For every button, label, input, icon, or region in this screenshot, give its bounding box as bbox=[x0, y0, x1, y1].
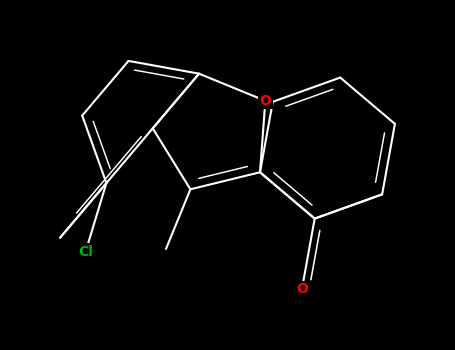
Text: O: O bbox=[296, 282, 308, 296]
Text: Cl: Cl bbox=[78, 245, 93, 259]
Text: O: O bbox=[259, 94, 271, 108]
